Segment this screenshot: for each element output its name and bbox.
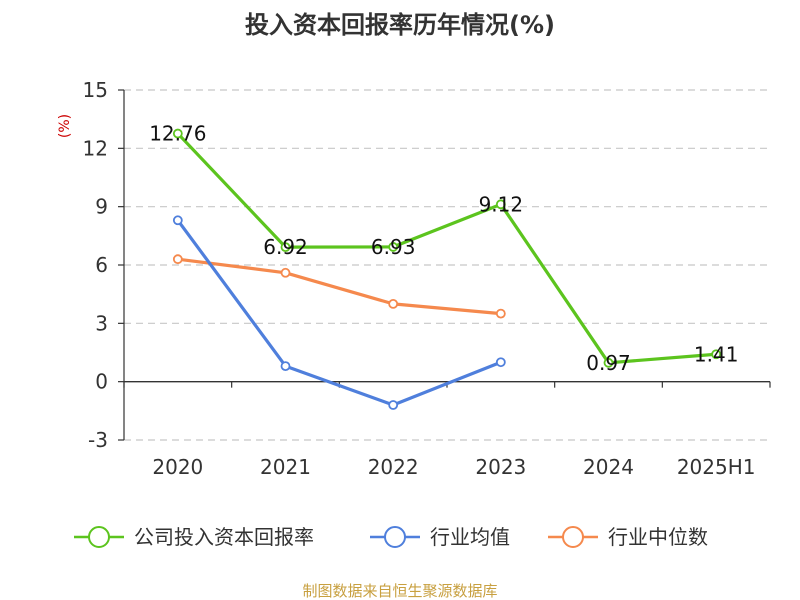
data-point (172, 254, 183, 265)
legend-marker (562, 526, 584, 548)
series-line-0 (176, 132, 717, 365)
y-tick-label: 3 (95, 311, 108, 335)
axes: -3 0 3 6 9 12 15 2020 2021 2022 2023 2024 2025H1 (83, 78, 771, 479)
series-group (172, 128, 722, 410)
y-tick-label: 9 (95, 195, 108, 219)
x-tick-label: 2025H1 (677, 455, 756, 479)
data-label: 6.92 (263, 235, 308, 259)
series-line-2 (177, 257, 501, 316)
data-label: 1.41 (694, 342, 739, 366)
legend-label: 公司投入资本回报率 (134, 525, 314, 549)
data-point (172, 128, 183, 139)
data-label: 12.76 (149, 122, 206, 146)
data-point (495, 357, 506, 368)
data-point (711, 349, 722, 360)
y-tick-label: 15 (83, 78, 108, 102)
data-label: 6.93 (371, 235, 416, 259)
chart-title: 投入资本回报率历年情况(%) (245, 11, 555, 39)
series-line-1 (176, 219, 502, 407)
legend-label: 行业中位数 (608, 525, 708, 549)
data-point (603, 357, 614, 368)
data-labels: 12.76 6.92 6.93 9.12 0.97 1.41 (149, 122, 738, 375)
data-point (495, 199, 506, 210)
x-tick-label: 2023 (475, 455, 526, 479)
data-point (280, 361, 291, 372)
data-point (280, 242, 291, 253)
y-axis-label: (%) (57, 114, 73, 138)
data-point (388, 298, 399, 309)
source-note: 制图数据来自恒生聚源数据库 (302, 582, 497, 600)
y-tick-label: 12 (83, 136, 108, 160)
y-tick-label: 0 (95, 370, 108, 394)
legend: 公司投入资本回报率 行业均值 行业中位数 (74, 525, 708, 549)
x-tick-label: 2024 (583, 455, 634, 479)
x-tick-label: 2022 (368, 455, 419, 479)
data-point (388, 242, 399, 252)
data-label: 0.97 (586, 351, 631, 375)
data-point (172, 215, 183, 226)
data-point (495, 308, 506, 319)
y-tick-label: 6 (95, 253, 108, 277)
data-point (280, 267, 291, 278)
x-tick-label: 2021 (260, 455, 311, 479)
y-tick-label: -3 (88, 428, 108, 452)
data-point (388, 400, 399, 410)
legend-label: 行业均值 (430, 525, 510, 549)
legend-marker (88, 526, 110, 548)
legend-marker (384, 526, 406, 548)
data-label: 9.12 (479, 192, 524, 216)
x-tick-label: 2020 (152, 455, 203, 479)
